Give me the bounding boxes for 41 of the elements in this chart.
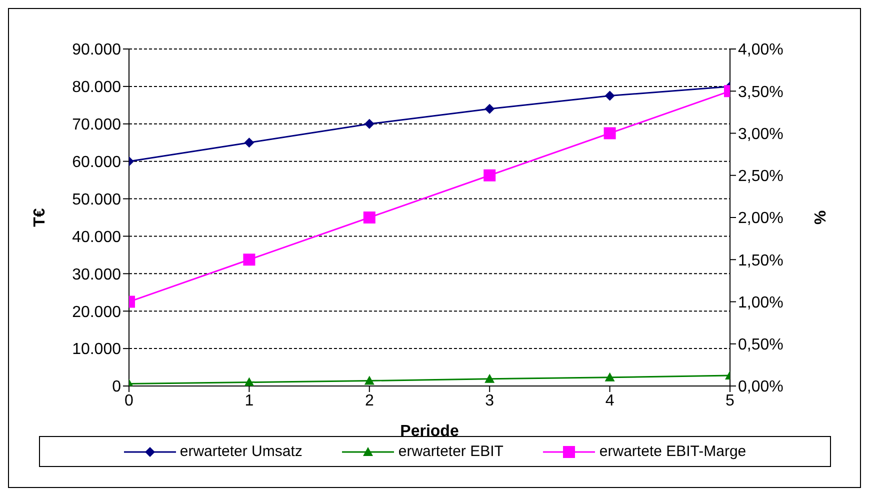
y-tick-label: 10.000 xyxy=(72,341,122,358)
point xyxy=(244,138,254,148)
y2-tick-label: 4,00% xyxy=(738,42,784,59)
y-axis-title: T€ xyxy=(32,208,49,227)
y2-tick-label: 1,00% xyxy=(738,294,784,312)
x-tick-label: 0 xyxy=(124,392,134,410)
y-tick-label: 20.000 xyxy=(72,304,122,321)
y-tick-label: 80.000 xyxy=(72,79,122,96)
point xyxy=(244,377,254,386)
y-tick-label: 70.000 xyxy=(72,116,122,134)
y2-tick-label: 3,50% xyxy=(738,84,784,101)
point xyxy=(604,90,615,101)
y2-tick-label: 2,50% xyxy=(738,168,784,186)
x-tick-label: 2 xyxy=(364,392,374,410)
x-axis-title: Periode xyxy=(400,423,459,440)
point xyxy=(364,376,374,385)
point xyxy=(364,118,374,129)
legend-label: erwarteter EBIT xyxy=(398,443,504,460)
legend-label: erwartete EBIT-Marge xyxy=(599,443,746,460)
point xyxy=(363,212,376,224)
y-tick-label: 90.000 xyxy=(72,42,122,59)
legend-label: erwarteter Umsatz xyxy=(180,443,302,460)
y-tick-label: 60.000 xyxy=(72,154,122,172)
x-tick-label: 4 xyxy=(605,392,614,410)
point xyxy=(484,169,496,182)
x-tick-label: 3 xyxy=(485,392,494,410)
x-tick-label: 1 xyxy=(244,392,254,410)
y2-tick-label: 3,00% xyxy=(738,126,784,143)
y-tick-label: 40.000 xyxy=(72,228,122,246)
y2-tick-label: 0,00% xyxy=(738,378,784,396)
y2-tick-label: 1,50% xyxy=(738,252,784,270)
point xyxy=(484,104,495,114)
y-tick-label: 0 xyxy=(112,378,122,396)
y2-tick-label: 2,00% xyxy=(738,210,784,228)
x-tick-label: 5 xyxy=(726,392,735,410)
y-tick-label: 30.000 xyxy=(72,266,122,284)
point xyxy=(604,372,615,382)
y2-axis-title: % xyxy=(810,210,828,225)
y-tick-label: 50.000 xyxy=(72,191,122,208)
point xyxy=(484,374,495,383)
y2-tick-label: 0,50% xyxy=(738,336,784,354)
